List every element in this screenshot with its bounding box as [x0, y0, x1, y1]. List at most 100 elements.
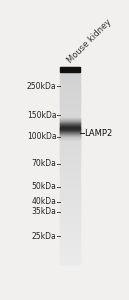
Bar [60, 126, 80, 127]
Bar [60, 259, 80, 261]
Bar [60, 191, 80, 193]
Bar [60, 89, 80, 91]
Text: 150kDa: 150kDa [27, 111, 56, 120]
Bar [60, 137, 80, 139]
Bar [60, 260, 80, 262]
Bar [60, 118, 80, 119]
Bar [60, 107, 80, 108]
Bar [60, 177, 80, 178]
Bar [60, 188, 80, 189]
Bar [60, 255, 80, 257]
Bar [60, 162, 80, 164]
Bar [60, 86, 80, 88]
Bar [60, 85, 80, 87]
Bar [60, 156, 80, 158]
Bar [60, 182, 80, 183]
Bar [60, 196, 80, 198]
Bar [60, 67, 80, 68]
Bar [60, 200, 80, 202]
Bar [60, 69, 80, 70]
Bar [60, 135, 80, 136]
Bar [60, 233, 80, 234]
Bar [60, 102, 80, 104]
Bar [60, 133, 80, 134]
Bar [60, 198, 80, 200]
Bar [60, 216, 80, 218]
Bar [60, 83, 80, 85]
Text: Mouse kidney: Mouse kidney [65, 18, 113, 65]
Bar [60, 68, 80, 69]
Bar [60, 121, 80, 122]
Bar [60, 184, 80, 186]
Bar [60, 220, 80, 221]
Bar [60, 250, 80, 252]
Bar [60, 80, 80, 82]
Bar [60, 129, 80, 130]
Bar [60, 231, 80, 232]
Bar [60, 190, 80, 192]
Bar [60, 128, 80, 129]
Bar [60, 118, 80, 119]
Bar [60, 262, 80, 263]
Bar [60, 173, 80, 174]
Bar [60, 209, 80, 211]
Bar [60, 174, 80, 175]
Bar [60, 137, 80, 138]
Bar [60, 166, 80, 167]
Bar [60, 242, 80, 243]
Bar [60, 211, 80, 212]
Bar [60, 125, 80, 126]
Bar [60, 122, 80, 123]
Bar [60, 117, 80, 118]
Text: 250kDa: 250kDa [27, 82, 56, 91]
Bar [60, 105, 80, 106]
Bar [60, 222, 80, 223]
Bar [60, 261, 80, 262]
Bar [60, 87, 80, 89]
Bar [60, 70, 80, 71]
Bar [60, 114, 80, 115]
Bar [60, 221, 80, 222]
Bar [60, 121, 80, 122]
Bar [60, 120, 80, 121]
Bar [60, 72, 80, 73]
Bar [60, 256, 80, 258]
Bar [60, 106, 80, 107]
Bar [60, 129, 80, 130]
Bar [60, 132, 80, 133]
Bar [60, 127, 80, 128]
Bar [60, 152, 80, 154]
Bar [60, 194, 80, 196]
Bar [60, 99, 80, 101]
Bar [60, 113, 80, 114]
Bar [60, 184, 80, 185]
Bar [60, 79, 80, 80]
Bar [60, 141, 80, 143]
Bar [60, 236, 80, 237]
Text: 50kDa: 50kDa [32, 182, 56, 191]
Bar [60, 134, 80, 135]
Bar [60, 176, 80, 177]
Bar [60, 122, 80, 123]
Bar [60, 193, 80, 194]
Bar [60, 140, 80, 141]
Bar [60, 101, 80, 103]
Bar [60, 142, 80, 144]
Bar [60, 82, 80, 84]
Bar [60, 119, 80, 120]
Bar [60, 123, 80, 124]
Bar [60, 207, 80, 208]
Bar [60, 103, 80, 104]
Bar [60, 71, 80, 72]
Bar [60, 136, 80, 137]
Bar [60, 187, 80, 188]
Bar [60, 80, 80, 81]
Bar [60, 95, 80, 97]
Bar [60, 172, 80, 173]
Bar [60, 73, 80, 74]
Bar [60, 253, 80, 255]
Bar [60, 252, 80, 254]
Bar [60, 204, 80, 206]
Bar [60, 168, 80, 169]
Bar [60, 181, 80, 182]
